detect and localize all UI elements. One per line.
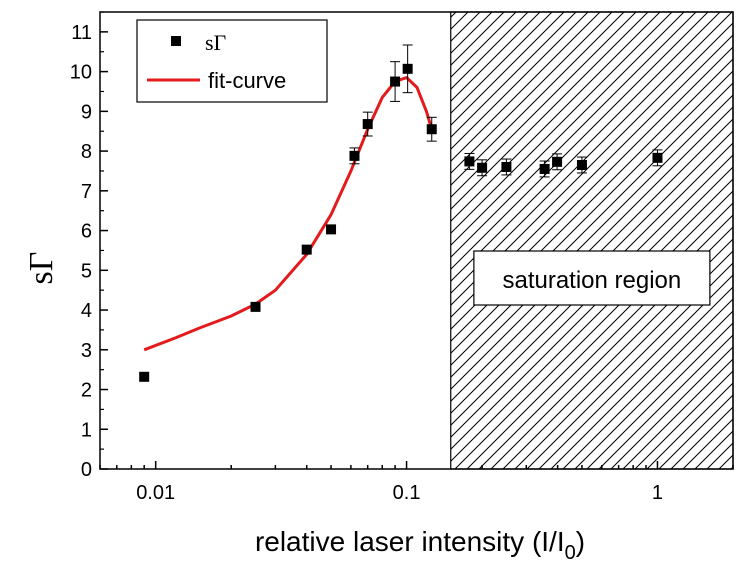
data-point: [326, 224, 337, 235]
fit-curve-layer: [143, 76, 434, 352]
y-tick-label: 6: [81, 221, 92, 243]
saturation-region: saturation region: [450, 11, 734, 470]
saturation-hatch: [450, 11, 734, 470]
y-axis-title: sΓ: [23, 252, 60, 285]
data-point: [250, 301, 261, 312]
legend: sΓ fit-curve: [136, 19, 328, 103]
data-point: [464, 156, 475, 167]
y-tick-label: 11: [71, 22, 92, 44]
data-point: [349, 150, 360, 161]
fit-curve-line: [143, 76, 434, 352]
data-point: [390, 76, 401, 87]
data-points-layer: [139, 44, 663, 382]
x-axis-title-main: relative laser intensity (I/I: [255, 526, 565, 557]
y-tick-label: 1: [81, 419, 92, 441]
legend-label-fit: fit-curve: [208, 68, 286, 93]
legend-square-marker: [171, 36, 181, 46]
data-point: [477, 162, 488, 173]
x-axis-title-close: ): [576, 526, 585, 557]
x-axis: 0.01 0.1 1: [99, 461, 734, 504]
x-axis-title: relative laser intensity (I/I0): [255, 526, 585, 564]
legend-label-points: sΓ: [205, 30, 227, 55]
saturation-label: saturation region: [502, 267, 681, 294]
data-point: [539, 163, 550, 174]
y-tick-label: 0: [81, 459, 92, 481]
x-axis-title-subscript: 0: [565, 542, 576, 564]
data-point: [652, 152, 663, 163]
y-axis: 0 1 2 3 4 5 6 7 8 9 10 11: [70, 11, 108, 481]
y-tick-label: 5: [81, 260, 92, 282]
data-point: [402, 63, 413, 74]
data-point: [552, 156, 563, 167]
saturation-label-box: [473, 250, 711, 306]
plot-frame: [99, 11, 734, 470]
y-tick-label: 4: [81, 300, 92, 322]
data-point: [301, 244, 312, 255]
data-point: [501, 161, 512, 172]
y-tick-label: 8: [81, 141, 92, 163]
y-tick-label: 3: [81, 340, 92, 362]
y-tick-label: 2: [81, 380, 92, 402]
data-point: [362, 119, 373, 130]
data-point: [139, 371, 150, 382]
data-point: [576, 159, 587, 170]
x-tick-label: 1: [652, 482, 663, 504]
data-point: [426, 124, 437, 135]
x-tick-label: 0.01: [136, 482, 175, 504]
y-tick-label: 7: [81, 181, 92, 203]
y-tick-label: 10: [70, 62, 92, 84]
y-tick-label: 9: [81, 101, 92, 123]
x-tick-label: 0.1: [393, 482, 421, 504]
legend-box: [136, 19, 328, 103]
